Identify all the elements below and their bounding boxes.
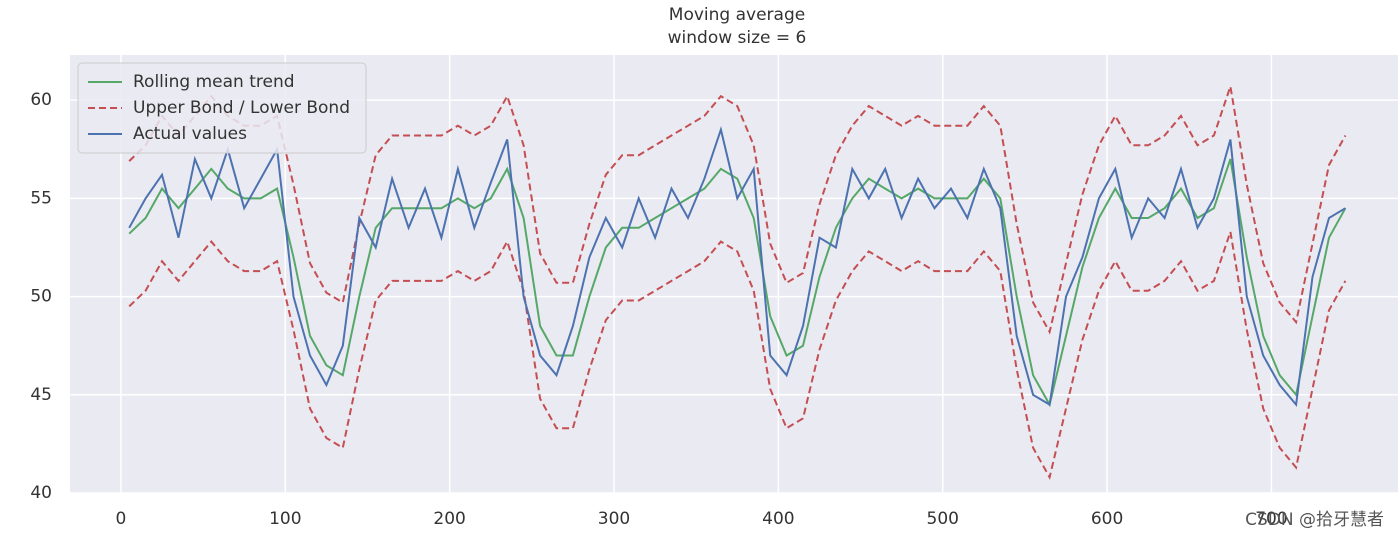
y-tick-label: 55 [30, 188, 52, 208]
series-line [128, 231, 1347, 481]
y-tick-label: 40 [30, 483, 52, 503]
x-tick-label: 100 [269, 509, 301, 529]
x-tick-label: 700 [1255, 509, 1287, 529]
chart-title: Moving average [669, 5, 805, 25]
legend-label: Actual values [133, 124, 247, 144]
chart-subtitle: window size = 6 [668, 28, 807, 48]
series-line [128, 86, 1347, 335]
y-tick-label: 50 [30, 287, 52, 307]
y-tick-label: 60 [30, 90, 52, 110]
legend-box [77, 62, 367, 154]
series-line [128, 125, 1346, 407]
y-tick-label: 45 [30, 385, 52, 405]
x-tick-label: 600 [1091, 509, 1123, 529]
legend: Rolling mean trend Upper Bond / Lower Bon… [77, 62, 367, 154]
series-line [128, 158, 1347, 408]
x-tick-label: 500 [927, 509, 959, 529]
watermark: CSDN @拾牙慧者 [1245, 510, 1384, 530]
legend-label: Rolling mean trend [133, 72, 295, 92]
x-tick-label: 300 [598, 509, 630, 529]
x-tick-label: 200 [433, 509, 465, 529]
legend-label: Upper Bond / Lower Bond [133, 98, 350, 118]
x-tick-label: 400 [762, 509, 794, 529]
x-tick-label: 0 [116, 509, 127, 529]
